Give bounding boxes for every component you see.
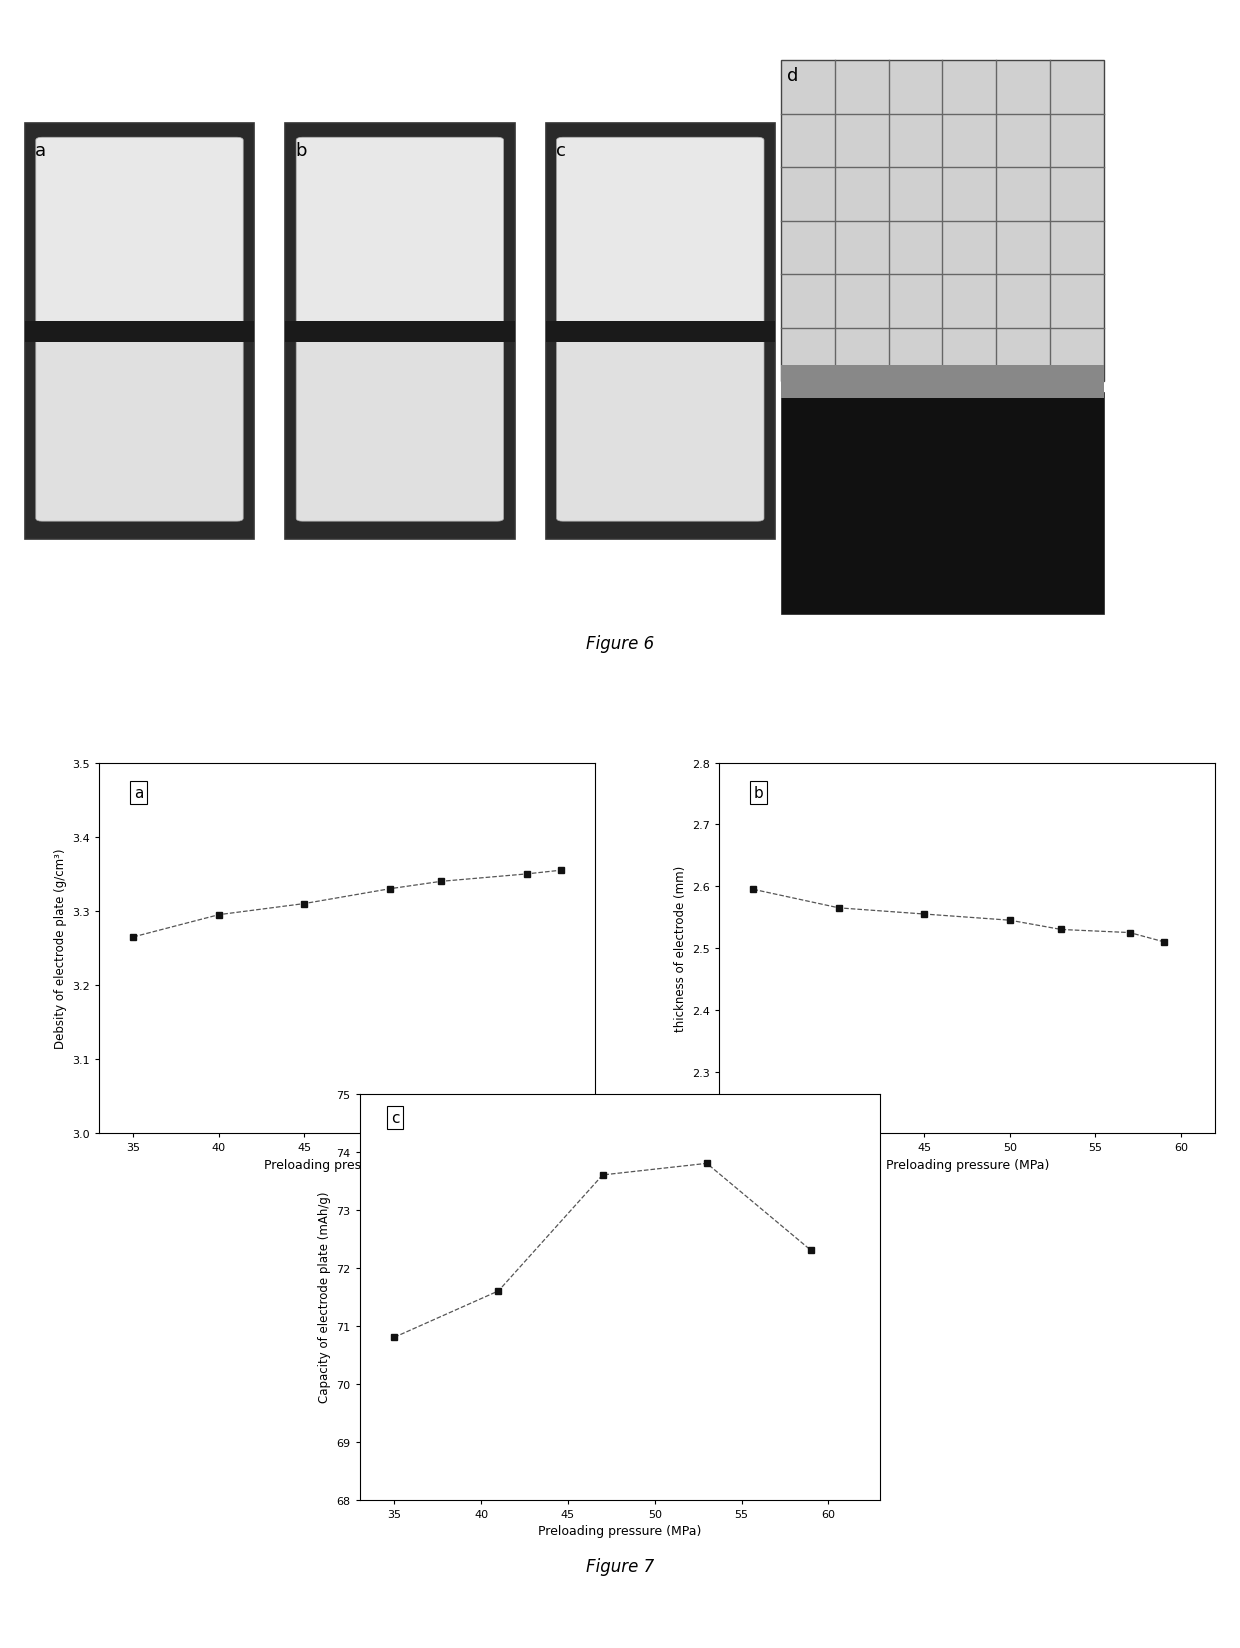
Text: c: c xyxy=(556,142,565,160)
X-axis label: Preloading pressure  (MPa): Preloading pressure (MPa) xyxy=(264,1159,430,1172)
Text: d: d xyxy=(787,66,799,84)
Text: b: b xyxy=(754,786,764,801)
FancyBboxPatch shape xyxy=(781,394,1104,615)
Text: Figure 7: Figure 7 xyxy=(585,1557,655,1575)
Y-axis label: Debsity of electrode plate (g/cm³): Debsity of electrode plate (g/cm³) xyxy=(53,849,67,1048)
FancyBboxPatch shape xyxy=(546,321,775,343)
FancyBboxPatch shape xyxy=(781,61,1104,382)
Text: a: a xyxy=(134,786,144,801)
X-axis label: Preloading pressure (MPa): Preloading pressure (MPa) xyxy=(885,1159,1049,1172)
Y-axis label: thickness of electrode (mm): thickness of electrode (mm) xyxy=(673,865,687,1032)
FancyBboxPatch shape xyxy=(781,366,1104,399)
FancyBboxPatch shape xyxy=(557,138,764,326)
Y-axis label: Capacity of electrode plate (mAh/g): Capacity of electrode plate (mAh/g) xyxy=(317,1192,331,1402)
FancyBboxPatch shape xyxy=(296,138,503,326)
FancyBboxPatch shape xyxy=(296,333,503,522)
FancyBboxPatch shape xyxy=(285,125,515,539)
FancyBboxPatch shape xyxy=(546,125,775,539)
FancyBboxPatch shape xyxy=(557,333,764,522)
FancyBboxPatch shape xyxy=(285,321,515,343)
FancyBboxPatch shape xyxy=(25,125,254,539)
FancyBboxPatch shape xyxy=(36,333,243,522)
FancyBboxPatch shape xyxy=(25,321,254,343)
Text: c: c xyxy=(391,1111,399,1126)
Text: a: a xyxy=(35,142,46,160)
Text: Figure 6: Figure 6 xyxy=(585,634,655,653)
X-axis label: Preloading pressure (MPa): Preloading pressure (MPa) xyxy=(538,1524,702,1538)
Text: b: b xyxy=(295,142,306,160)
FancyBboxPatch shape xyxy=(36,138,243,326)
